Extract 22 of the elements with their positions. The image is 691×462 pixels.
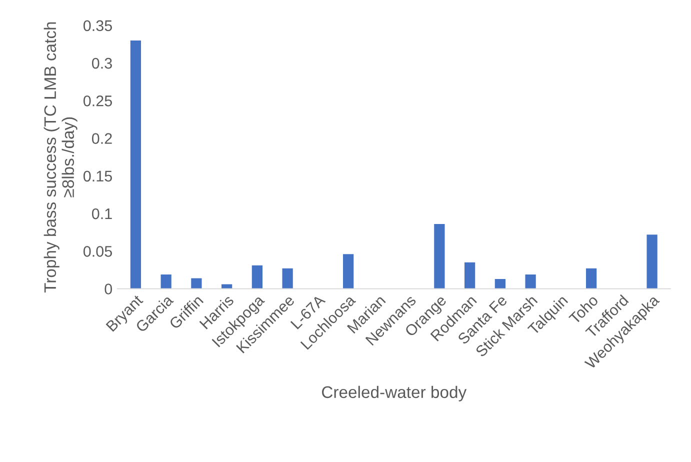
- bar: [434, 224, 445, 289]
- bar: [130, 40, 142, 289]
- y-tick-label: 0.2: [92, 133, 112, 144]
- x-axis-title: Creeled-water body: [322, 386, 467, 402]
- y-tick-label: 0.25: [83, 96, 112, 106]
- y-tick-label: 0.3: [92, 58, 112, 69]
- bar: [282, 268, 293, 289]
- bar: [525, 274, 536, 289]
- y-tick-label: 0.05: [83, 246, 112, 257]
- bar: [252, 265, 263, 289]
- y-tick-label: 0.35: [83, 20, 112, 32]
- bar: [464, 262, 476, 289]
- y-tick-label: 0: [104, 284, 112, 294]
- bar: [646, 234, 658, 289]
- y-tick-label: 0.1: [92, 208, 112, 220]
- bar: [586, 268, 597, 289]
- bar: [191, 278, 202, 289]
- bar: [494, 278, 506, 289]
- y-tick-label: 0.15: [83, 170, 112, 182]
- bar: [160, 274, 172, 289]
- y-axis-title: Trophy bass success (TC LMB catch ≥8lbs./day): [44, 22, 78, 293]
- bar: [342, 254, 354, 289]
